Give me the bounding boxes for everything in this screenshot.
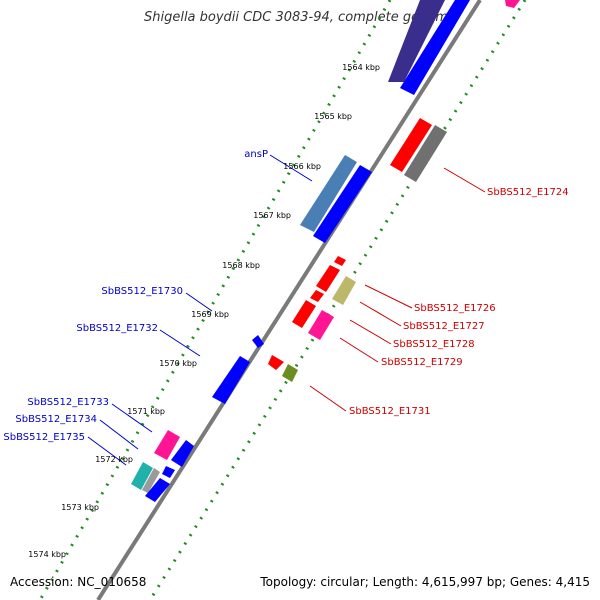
gene-E1731-red: [268, 355, 284, 370]
gene-E1724-red: [390, 118, 432, 172]
tick-label: 1571 kbp: [127, 407, 165, 416]
gene-ansP-light: [300, 155, 357, 232]
leader-E1733: [111, 403, 153, 433]
leader-E1730: [185, 292, 213, 312]
gene-label-E1724: SbBS512_E1724: [487, 187, 569, 198]
gene-1563-dark: [388, 0, 445, 82]
gene-label-E1729: SbBS512_E1729: [381, 357, 463, 368]
gene-E1735-grey: [142, 468, 160, 493]
gene-ansP-blue: [313, 165, 372, 243]
gene-label-E1730: SbBS512_E1730: [101, 286, 183, 297]
gene-E1729: [308, 310, 334, 340]
gene-1573-blue: [145, 478, 170, 502]
gene-label-ansP: ansP: [244, 149, 268, 160]
gene-label-E1733: SbBS512_E1733: [27, 397, 109, 408]
gene-E1733-b: [171, 440, 194, 467]
gene-E1728: [292, 300, 316, 328]
gene-label-E1728: SbBS512_E1728: [393, 339, 475, 350]
tick-label: 1566 kbp: [283, 162, 321, 171]
tick-label: 1572 kbp: [95, 455, 133, 464]
genome-backbone: [96, 0, 482, 600]
tick-label: 1564 kbp: [342, 63, 380, 72]
gene-label-E1735: SbBS512_E1735: [3, 432, 85, 443]
leader-ansP: [269, 154, 313, 182]
leader-E1731: [309, 385, 347, 412]
leader-E1728: [349, 319, 392, 345]
leader-E1726: [364, 284, 413, 309]
gene-top-pink: [505, 0, 520, 8]
tick-label: 1569 kbp: [191, 310, 229, 319]
leader-E1734: [99, 419, 139, 450]
gene-label-E1726: SbBS512_E1726: [414, 303, 496, 314]
tick-label: 1565 kbp: [314, 112, 352, 121]
gene-label-E1727: SbBS512_E1727: [403, 321, 485, 332]
tick-label: 1568 kbp: [222, 261, 260, 270]
gene-label-E1734: SbBS512_E1734: [15, 414, 97, 425]
gene-E1727: [310, 290, 324, 302]
topology-text: Topology: circular; Length: 4,615,997 bp…: [260, 575, 590, 589]
tick-label: 1574 kbp: [28, 550, 66, 559]
tick-label: 1567 kbp: [253, 211, 291, 220]
gene-E1734: [162, 466, 175, 478]
genome-title: Shigella boydii CDC 3083-94, complete ge…: [143, 10, 457, 25]
gene-E1726: [316, 265, 340, 292]
gene-E1724-grey: [404, 125, 447, 182]
leader-E1732: [159, 329, 201, 357]
leader-E1727: [359, 301, 402, 327]
gene-E1733: [154, 430, 180, 460]
accession-text: Accession: NC_010658: [10, 575, 147, 589]
gene-label-E1732: SbBS512_E1732: [76, 323, 158, 334]
tick-label: 1570 kbp: [159, 359, 197, 368]
gene-E1731-olive: [282, 364, 298, 382]
gene-E1726-small: [334, 256, 346, 266]
leader-E1724: [443, 167, 486, 193]
gene-E1730: [252, 335, 264, 348]
gene-label-E1731: SbBS512_E1731: [349, 406, 431, 417]
leader-E1729: [339, 337, 379, 363]
gene-E1735: [131, 462, 153, 490]
gene-1563-blue: [400, 0, 470, 95]
leader-E1735: [87, 436, 127, 466]
gene-E1732: [212, 356, 250, 404]
gene-E1726-khaki: [332, 276, 356, 305]
tick-label: 1573 kbp: [61, 503, 99, 512]
